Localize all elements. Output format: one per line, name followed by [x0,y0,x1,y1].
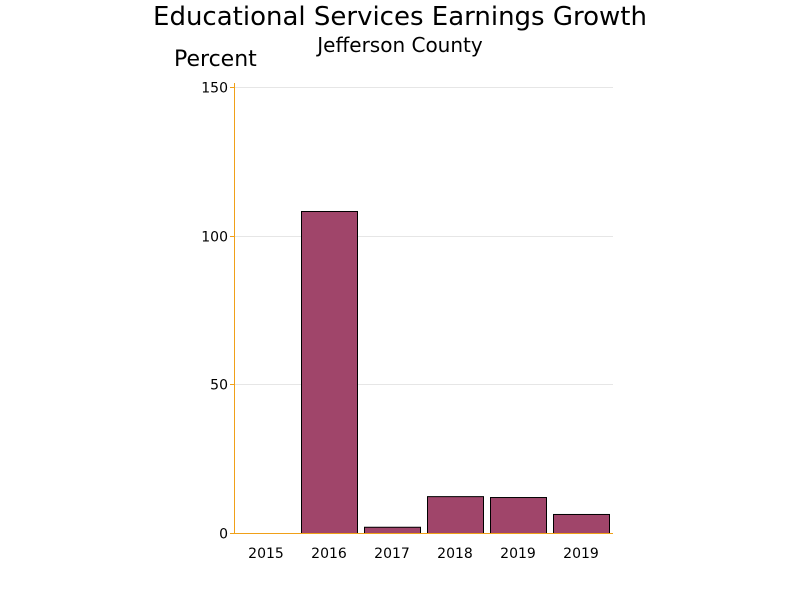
bar-2019-5 [553,513,610,534]
bar-2018-3 [427,496,484,535]
y-tick-label: 150 [201,81,228,97]
y-tick-label: 50 [210,378,228,394]
bar-2016-1 [301,210,358,534]
bar-2017-2 [364,526,421,534]
chart-title: Educational Services Earnings Growth [153,2,647,32]
x-tick-label: 2018 [437,546,473,562]
x-tick-label: 2017 [374,546,410,562]
bars [301,210,610,535]
y-tick-label: 100 [201,230,228,246]
x-tick-label: 2016 [311,546,347,562]
x-tick-label: 2019 [500,546,536,562]
y-tick-label: 0 [219,527,228,543]
axes [230,83,613,534]
chart-subtitle: Jefferson County [317,33,483,57]
tick-labels: 0 50 100 150 2015 2016 2017 2018 2019 2019 [201,81,599,563]
grid-lines [234,87,613,385]
y-axis-label: Percent [174,47,257,72]
x-tick-label: 2015 [248,546,284,562]
x-tick-label: 2019 [563,546,599,562]
bar-2019-4 [490,497,547,535]
